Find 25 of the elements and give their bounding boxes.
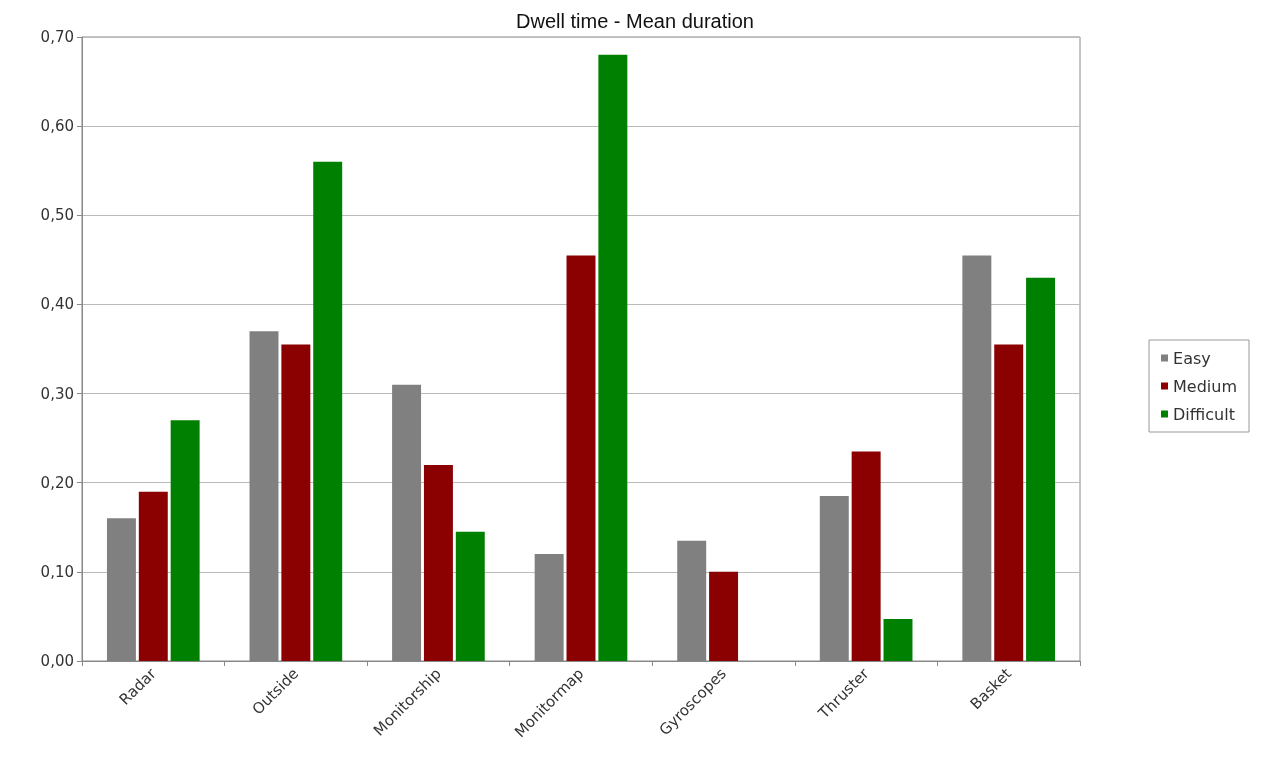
bar [709, 571, 739, 661]
y-tick-label: 0,00 [40, 652, 74, 670]
bar [455, 531, 485, 661]
bar [423, 464, 453, 661]
bar [598, 54, 628, 661]
y-tick-label: 0,40 [40, 295, 74, 314]
y-tick-label: 0,20 [40, 473, 74, 492]
bar [281, 344, 311, 661]
legend-label: Medium [1173, 376, 1238, 396]
legend-label: Difficult [1173, 404, 1235, 424]
bar [851, 451, 881, 661]
y-tick-label: 0,60 [40, 117, 74, 136]
y-tick-label: 0,70 [40, 28, 74, 46]
y-tick-label: 0,30 [40, 384, 74, 403]
legend-label: Easy [1173, 348, 1211, 368]
bar [994, 344, 1024, 661]
y-tick-label: 0,50 [40, 206, 74, 225]
chart-title: Dwell time - Mean duration [516, 10, 754, 32]
bar [170, 420, 200, 661]
bar [313, 161, 343, 661]
y-tick-label: 0,10 [40, 562, 74, 581]
bar [883, 619, 913, 661]
bar [566, 255, 596, 661]
bar [138, 491, 168, 661]
bar [1026, 277, 1056, 661]
